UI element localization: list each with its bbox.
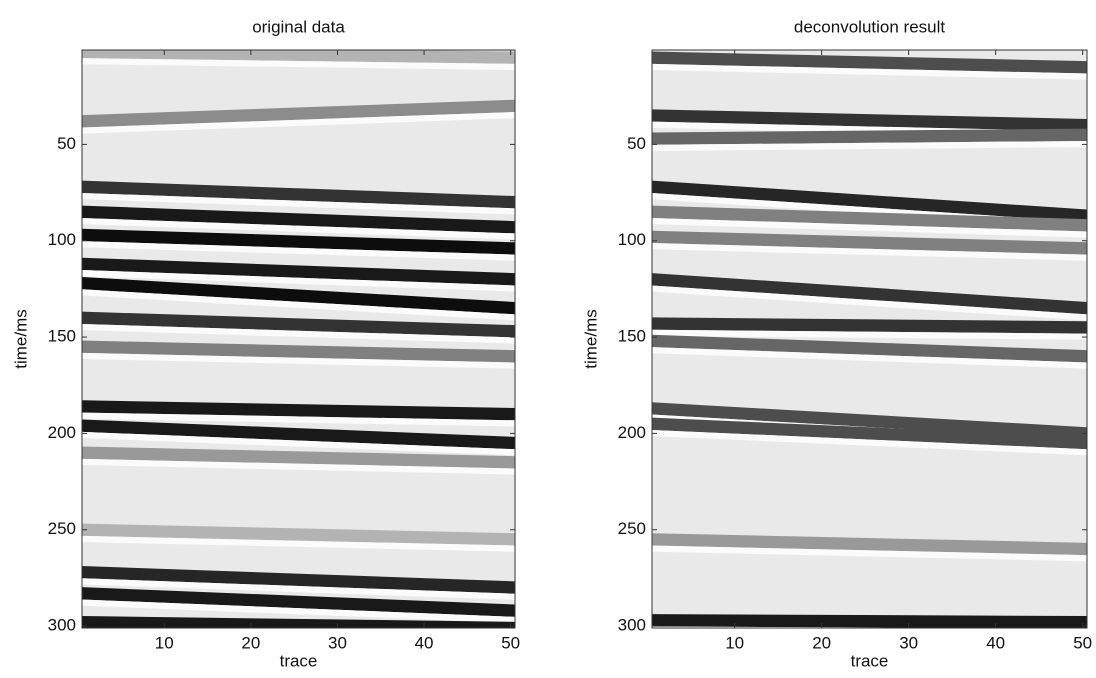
reflector xyxy=(82,340,515,363)
chart-title: original data xyxy=(252,17,345,36)
reflector xyxy=(82,587,515,617)
reflector xyxy=(82,523,515,546)
x-tick-label: 10 xyxy=(155,633,174,652)
reflector xyxy=(652,317,1087,334)
y-tick-label: 150 xyxy=(48,327,76,346)
reflector xyxy=(82,616,515,628)
reflector xyxy=(82,180,515,209)
reflector xyxy=(652,273,1087,315)
reflector-sidelobe xyxy=(652,243,1087,261)
reflector-sidelobe xyxy=(82,578,515,600)
reflector-sidelobe xyxy=(82,323,515,344)
y-tick-label: 250 xyxy=(48,519,76,538)
reflector-sidelobe xyxy=(652,285,1087,321)
reflector xyxy=(652,402,1087,440)
x-tick-label: 20 xyxy=(241,633,260,652)
reflector-sidelobe xyxy=(652,545,1087,562)
reflector-sidelobe xyxy=(82,352,515,369)
y-tick-label: 50 xyxy=(57,134,76,153)
reflector xyxy=(652,230,1087,255)
y-tick-label: 300 xyxy=(618,616,646,635)
reflector-sidelobe xyxy=(652,218,1087,238)
reflector xyxy=(82,205,515,234)
image xyxy=(652,51,1087,628)
reflector xyxy=(82,276,515,315)
reflector-sidelobe xyxy=(82,270,515,292)
y-tick-label: 200 xyxy=(618,423,646,442)
y-axis-label: time/ms xyxy=(581,309,600,369)
reflector-sidelobe xyxy=(652,140,1087,151)
reflector xyxy=(82,257,515,286)
reflector xyxy=(652,109,1087,132)
reflector xyxy=(82,400,515,421)
reflector xyxy=(652,533,1087,556)
x-tick-label: 30 xyxy=(328,633,347,652)
reflector xyxy=(82,50,515,64)
y-axis-label: time/ms xyxy=(11,309,30,369)
reflector-sidelobe xyxy=(82,431,515,456)
reflector xyxy=(82,99,515,128)
reflector-sidelobe xyxy=(82,192,515,215)
reflector-sidelobe xyxy=(82,628,515,640)
reflector-sidelobe xyxy=(82,289,515,321)
reflector xyxy=(652,205,1087,232)
x-tick-label: 20 xyxy=(812,633,831,652)
reflector-sidelobe xyxy=(82,535,515,552)
x-axis-label: trace xyxy=(280,651,318,670)
image xyxy=(82,50,515,640)
y-tick-label: 250 xyxy=(618,519,646,538)
axes-frame xyxy=(651,49,1088,629)
chart-title: deconvolution result xyxy=(794,17,945,36)
x-tick-label: 50 xyxy=(1073,633,1092,652)
y-tick-label: 100 xyxy=(48,230,76,249)
reflector xyxy=(652,51,1087,74)
reflector xyxy=(652,417,1087,450)
reflector-sidelobe xyxy=(82,412,515,427)
x-tick-label: 30 xyxy=(899,633,918,652)
reflector-sidelobe xyxy=(82,58,515,71)
reflector-sidelobe xyxy=(82,241,515,261)
reflector-sidelobe xyxy=(82,458,515,475)
reflector-sidelobe xyxy=(652,63,1087,80)
reflector xyxy=(652,128,1087,145)
x-tick-label: 40 xyxy=(986,633,1005,652)
y-tick-label: 200 xyxy=(48,423,76,442)
x-tick-label: 10 xyxy=(725,633,744,652)
reflector xyxy=(652,614,1087,628)
x-tick-label: 50 xyxy=(501,633,520,652)
reflector xyxy=(82,419,515,450)
x-axis-label: trace xyxy=(851,651,889,670)
reflector xyxy=(652,180,1087,222)
reflector-sidelobe xyxy=(82,218,515,240)
y-tick-label: 100 xyxy=(618,230,646,249)
y-tick-label: 300 xyxy=(48,616,76,635)
reflector-sidelobe xyxy=(652,329,1087,340)
y-tick-label: 50 xyxy=(627,134,646,153)
x-tick-label: 40 xyxy=(415,633,434,652)
reflector-sidelobe xyxy=(82,599,515,623)
y-tick-label: 150 xyxy=(618,327,646,346)
axes-frame xyxy=(81,49,516,629)
reflector-sidelobe xyxy=(652,347,1087,369)
reflector-sidelobe xyxy=(652,429,1087,456)
reflector xyxy=(652,334,1087,363)
reflector xyxy=(82,446,515,469)
reflector xyxy=(82,565,515,594)
reflector xyxy=(82,228,515,255)
reflector-sidelobe xyxy=(82,112,515,134)
reflector xyxy=(82,311,515,338)
